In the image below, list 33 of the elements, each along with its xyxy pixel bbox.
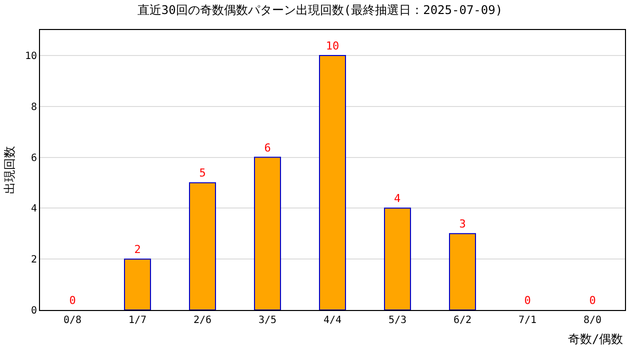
x-tick-label: 1/7 xyxy=(128,315,147,326)
data-label: 0 xyxy=(69,294,76,307)
x-tick-label: 0/8 xyxy=(63,315,82,326)
bar xyxy=(384,208,411,310)
y-tick-label: 10 xyxy=(24,50,37,62)
x-tick-label: 4/4 xyxy=(323,315,342,326)
x-tick-label: 2/6 xyxy=(193,315,212,326)
y-tick-label: 6 xyxy=(30,152,37,164)
y-tick-label: 8 xyxy=(30,102,37,113)
y-axis-title: 出現回数 xyxy=(2,146,16,194)
bar xyxy=(449,233,476,310)
chart-title: 直近30回の奇数偶数パターン出現回数(最終抽選日：2025-07-09) xyxy=(137,2,503,17)
x-tick-label: 6/2 xyxy=(453,315,472,326)
bar xyxy=(189,182,216,310)
data-label: 6 xyxy=(264,141,271,154)
data-label: 0 xyxy=(524,294,531,307)
bar xyxy=(254,156,281,310)
bar xyxy=(124,258,151,310)
y-tick-label: 4 xyxy=(30,204,37,215)
data-label: 0 xyxy=(589,294,596,307)
data-label: 5 xyxy=(199,166,206,180)
x-axis-title: 奇数/偶数 xyxy=(568,332,624,346)
bar xyxy=(319,54,346,310)
y-tick-label: 0 xyxy=(30,306,37,316)
x-tick-label: 8/0 xyxy=(583,315,602,326)
data-label: 10 xyxy=(326,39,340,52)
y-tick-label: 2 xyxy=(30,254,37,266)
data-label: 3 xyxy=(459,218,466,231)
data-label: 2 xyxy=(134,243,141,256)
x-tick-label: 3/5 xyxy=(258,315,277,326)
x-tick-label: 7/1 xyxy=(518,315,537,326)
data-label: 4 xyxy=(394,192,401,206)
x-tick-label: 5/3 xyxy=(388,315,407,326)
